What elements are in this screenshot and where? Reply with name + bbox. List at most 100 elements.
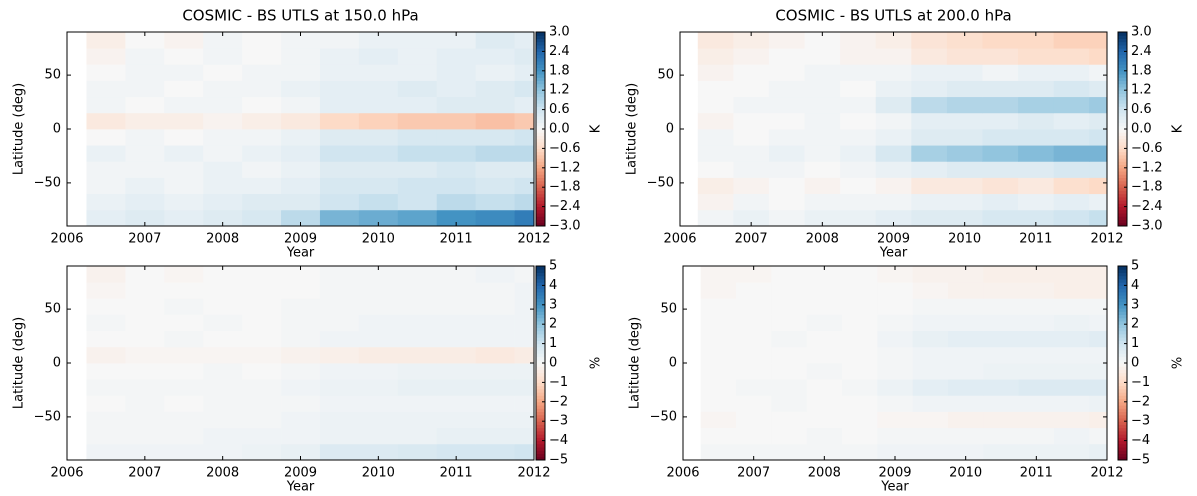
colorbar-swatch	[536, 148, 545, 153]
heatmap-cell	[358, 379, 399, 396]
heatmap-cell	[912, 379, 949, 396]
heatmap-cell	[842, 330, 878, 348]
heatmap-cell	[281, 443, 321, 461]
heatmap-cell	[736, 330, 772, 348]
heatmap-cell	[736, 298, 772, 315]
colorbar-swatch	[536, 32, 545, 36]
colorbar-swatch	[536, 369, 545, 374]
heatmap-cell	[164, 96, 204, 114]
heatmap-cell	[983, 314, 1020, 332]
colorbar-tick-label: 0.6	[1131, 102, 1152, 117]
colorbar-swatch	[536, 122, 545, 127]
colorbar-swatch	[1118, 337, 1127, 341]
colorbar-swatch	[1118, 414, 1127, 419]
heatmap-cell	[804, 209, 841, 227]
heatmap-cell	[397, 161, 438, 178]
heatmap-cell	[946, 80, 983, 98]
colorbar-swatch	[536, 222, 545, 227]
heatmap-cell	[358, 209, 399, 227]
heatmap-cell	[736, 427, 772, 445]
heatmap-cell	[203, 379, 243, 396]
heatmap-cell	[242, 314, 282, 332]
heatmap-cell	[436, 48, 477, 65]
heatmap-cell	[86, 96, 126, 114]
x-tick-label: 2010	[362, 466, 395, 481]
colorbar-swatch	[1118, 411, 1127, 416]
colorbar-tick-label: 0	[549, 356, 557, 371]
x-tick-label: 2012	[1090, 232, 1123, 247]
colorbar-swatch	[1118, 398, 1127, 403]
colorbar-swatch	[536, 427, 545, 432]
colorbar-swatch	[1118, 275, 1127, 280]
heatmap-cell	[771, 330, 808, 348]
colorbar-tick-label: −1.2	[1131, 160, 1163, 175]
colorbar-swatch	[536, 109, 545, 114]
heatmap-cell	[125, 282, 165, 299]
colorbar-swatch	[536, 269, 545, 273]
heatmap-cell	[514, 177, 535, 195]
colorbar-tick-label: −0.6	[1131, 141, 1163, 156]
heatmap-cell	[397, 32, 438, 49]
heatmap-cell	[771, 266, 808, 283]
heatmap-cell	[203, 64, 243, 81]
heatmap-cell	[242, 145, 282, 162]
heatmap-cell	[946, 177, 983, 195]
colorbar-swatch	[1118, 437, 1127, 442]
heatmap-cell	[911, 112, 948, 130]
colorbar-swatch	[1118, 343, 1127, 348]
heatmap-cell	[436, 129, 477, 146]
heatmap-cell	[203, 177, 243, 195]
colorbar-swatch	[536, 266, 545, 270]
heatmap-cell	[125, 177, 165, 195]
heatmap-cell	[1089, 346, 1108, 364]
heatmap-cell	[806, 443, 843, 461]
colorbar-tick-label: −4	[1131, 433, 1150, 448]
heatmap-cell	[982, 96, 1019, 114]
heatmap-cell	[877, 314, 914, 332]
heatmap-cell	[771, 314, 808, 332]
heatmap-cell	[911, 129, 948, 146]
colorbar-swatch	[1118, 350, 1127, 354]
heatmap-cell	[319, 427, 360, 445]
colorbar-swatch	[1118, 148, 1127, 153]
heatmap-cell	[86, 411, 126, 429]
heatmap-cell	[281, 346, 321, 364]
colorbar-swatch	[536, 456, 545, 461]
heatmap-cell	[842, 314, 878, 332]
colorbar-swatch	[1118, 122, 1127, 127]
heatmap-cell	[514, 379, 535, 396]
heatmap-cell	[1089, 298, 1108, 315]
heatmap-cell	[1018, 80, 1055, 98]
colorbar-swatch	[536, 414, 545, 419]
colorbar-swatch	[1118, 363, 1127, 367]
heatmap-cell	[86, 346, 126, 364]
heatmap-cell	[475, 177, 515, 195]
heatmap-cell	[397, 411, 438, 429]
colorbar-swatch	[1118, 392, 1127, 396]
heatmap-cell	[804, 96, 841, 114]
heatmap-cell	[514, 96, 535, 114]
heatmap-cell	[911, 48, 948, 65]
heatmap-cell	[164, 161, 204, 178]
heatmap-cell	[697, 64, 734, 81]
heatmap-cell	[242, 443, 282, 461]
heatmap-cell	[475, 64, 515, 81]
panel-title: COSMIC - BS UTLS at 200.0 hPa	[775, 7, 1011, 25]
colorbar-tick-label: −2	[1131, 394, 1150, 409]
colorbar-swatch	[536, 132, 545, 136]
colorbar-swatch	[536, 77, 545, 81]
heatmap-cell	[281, 96, 321, 114]
heatmap-cell	[806, 330, 843, 348]
colorbar-swatch	[1118, 187, 1127, 191]
heatmap-cell	[1089, 129, 1108, 146]
colorbar-swatch	[1118, 119, 1127, 124]
colorbar-swatch	[1118, 61, 1127, 65]
heatmap-cell	[983, 427, 1020, 445]
colorbar-swatch	[536, 304, 545, 309]
heatmap-cell	[842, 346, 878, 364]
heatmap-cell	[1089, 177, 1108, 195]
colorbar-tick-label: 1.2	[1131, 83, 1152, 98]
colorbar-swatch	[1118, 164, 1127, 169]
colorbar-swatch	[1118, 269, 1127, 273]
colorbar-swatch	[536, 177, 545, 182]
